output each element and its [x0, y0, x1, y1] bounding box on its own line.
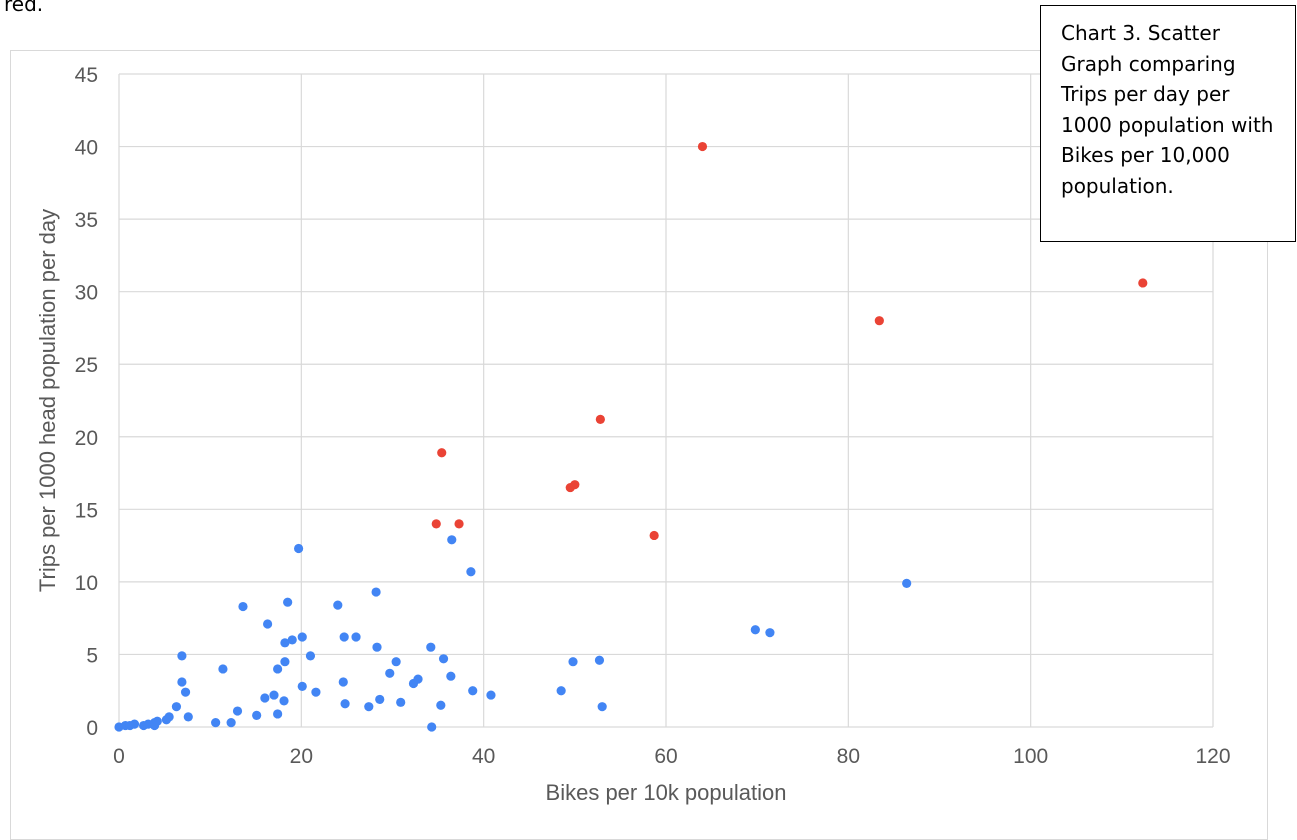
- data-point-blue: [427, 722, 437, 732]
- data-point-blue: [351, 632, 361, 642]
- data-point-blue: [765, 628, 775, 638]
- data-point-blue: [283, 597, 293, 607]
- data-point-blue: [750, 625, 760, 635]
- data-point-blue: [280, 657, 290, 667]
- data-point-blue: [232, 706, 243, 716]
- data-point-blue: [371, 587, 381, 597]
- data-point-blue: [446, 671, 456, 681]
- data-points: [114, 141, 1148, 732]
- x-tick-label: 80: [837, 745, 860, 768]
- data-point-blue: [287, 635, 297, 645]
- data-point-blue: [340, 699, 350, 709]
- data-point-blue: [305, 651, 316, 661]
- data-point-blue: [273, 709, 283, 719]
- data-point-blue: [375, 694, 385, 705]
- data-point-blue: [413, 674, 423, 684]
- x-tick-label: 0: [113, 745, 125, 768]
- data-point-red: [437, 448, 447, 458]
- x-tick-label: 20: [290, 745, 313, 768]
- y-tick-label: 0: [86, 717, 98, 740]
- chart-caption: Chart 3. Scatter Graph comparing Trips p…: [1061, 21, 1274, 198]
- data-point-blue: [226, 718, 236, 728]
- data-point-blue: [171, 702, 182, 712]
- y-tick-label: 10: [75, 572, 98, 595]
- data-point-blue: [211, 718, 221, 728]
- data-point-blue: [252, 710, 262, 720]
- data-point-blue: [902, 578, 912, 588]
- y-tick-label: 35: [75, 209, 98, 232]
- x-tick-label: 100: [1013, 745, 1048, 768]
- data-point-blue: [568, 657, 578, 667]
- data-point-blue: [597, 702, 607, 712]
- grid-lines: [118, 73, 1214, 728]
- data-point-blue: [594, 655, 605, 665]
- data-point-red: [874, 316, 884, 326]
- data-point-blue: [339, 632, 349, 642]
- y-tick-label: 5: [86, 644, 98, 667]
- data-point-blue: [218, 664, 228, 674]
- data-point-blue: [238, 601, 248, 612]
- data-point-blue: [260, 693, 270, 703]
- y-tick-label: 25: [75, 354, 98, 377]
- x-tick-label: 120: [1195, 745, 1230, 768]
- data-point-blue: [152, 716, 162, 726]
- data-point-blue: [269, 690, 279, 700]
- data-point-blue: [486, 690, 496, 700]
- tick-labels: 0 20 40 60 80 100 120 0 5 10 15 20 25 30 35 40 45: [75, 64, 1231, 768]
- data-point-blue: [426, 642, 436, 652]
- data-point-blue: [438, 654, 449, 664]
- data-point-blue: [273, 664, 283, 674]
- data-point-blue: [297, 681, 307, 691]
- data-point-blue: [297, 632, 307, 642]
- data-point-red: [454, 519, 464, 529]
- data-point-blue: [436, 700, 446, 710]
- y-axis-title: Trips per 1000 head population per day: [35, 209, 60, 592]
- y-tick-label: 40: [75, 137, 98, 160]
- data-point-blue: [164, 712, 174, 722]
- data-point-blue: [333, 600, 343, 610]
- chart-caption-box: Chart 3. Scatter Graph comparing Trips p…: [1040, 5, 1296, 242]
- y-tick-label: 20: [75, 427, 98, 450]
- data-point-blue: [385, 668, 395, 678]
- data-point-blue: [177, 651, 187, 661]
- x-axis-title: Bikes per 10k population: [546, 780, 787, 805]
- x-tick-label: 40: [472, 745, 495, 768]
- data-point-blue: [372, 642, 382, 652]
- data-point-red: [431, 519, 441, 529]
- y-tick-label: 45: [75, 64, 98, 87]
- data-point-blue: [279, 696, 289, 706]
- scatter-plot: 0 20 40 60 80 100 120 0 5 10 15 20 25 30 35 40 45 Bikes …: [35, 64, 1231, 805]
- data-point-red: [595, 414, 605, 424]
- x-tick-label: 60: [654, 745, 677, 768]
- data-point-blue: [129, 719, 140, 729]
- data-point-red: [697, 141, 708, 152]
- data-point-blue: [183, 712, 193, 722]
- data-point-blue: [466, 567, 476, 577]
- data-point-blue: [556, 686, 566, 696]
- data-point-blue: [447, 535, 457, 545]
- y-tick-label: 30: [75, 282, 98, 305]
- data-point-red: [1138, 278, 1148, 288]
- data-point-blue: [396, 697, 406, 707]
- data-point-red: [570, 480, 580, 490]
- data-point-blue: [468, 686, 478, 696]
- data-point-blue: [180, 687, 191, 697]
- data-point-red: [649, 530, 659, 541]
- data-point-blue: [293, 543, 304, 554]
- data-point-blue: [263, 619, 273, 629]
- data-point-blue: [177, 677, 187, 687]
- data-point-blue: [280, 638, 290, 648]
- data-point-blue: [338, 677, 348, 687]
- y-tick-label: 15: [75, 499, 98, 522]
- preceding-text-fragment: red.: [4, 0, 44, 16]
- data-point-blue: [311, 687, 321, 697]
- data-point-blue: [391, 657, 401, 667]
- data-point-blue: [364, 702, 374, 712]
